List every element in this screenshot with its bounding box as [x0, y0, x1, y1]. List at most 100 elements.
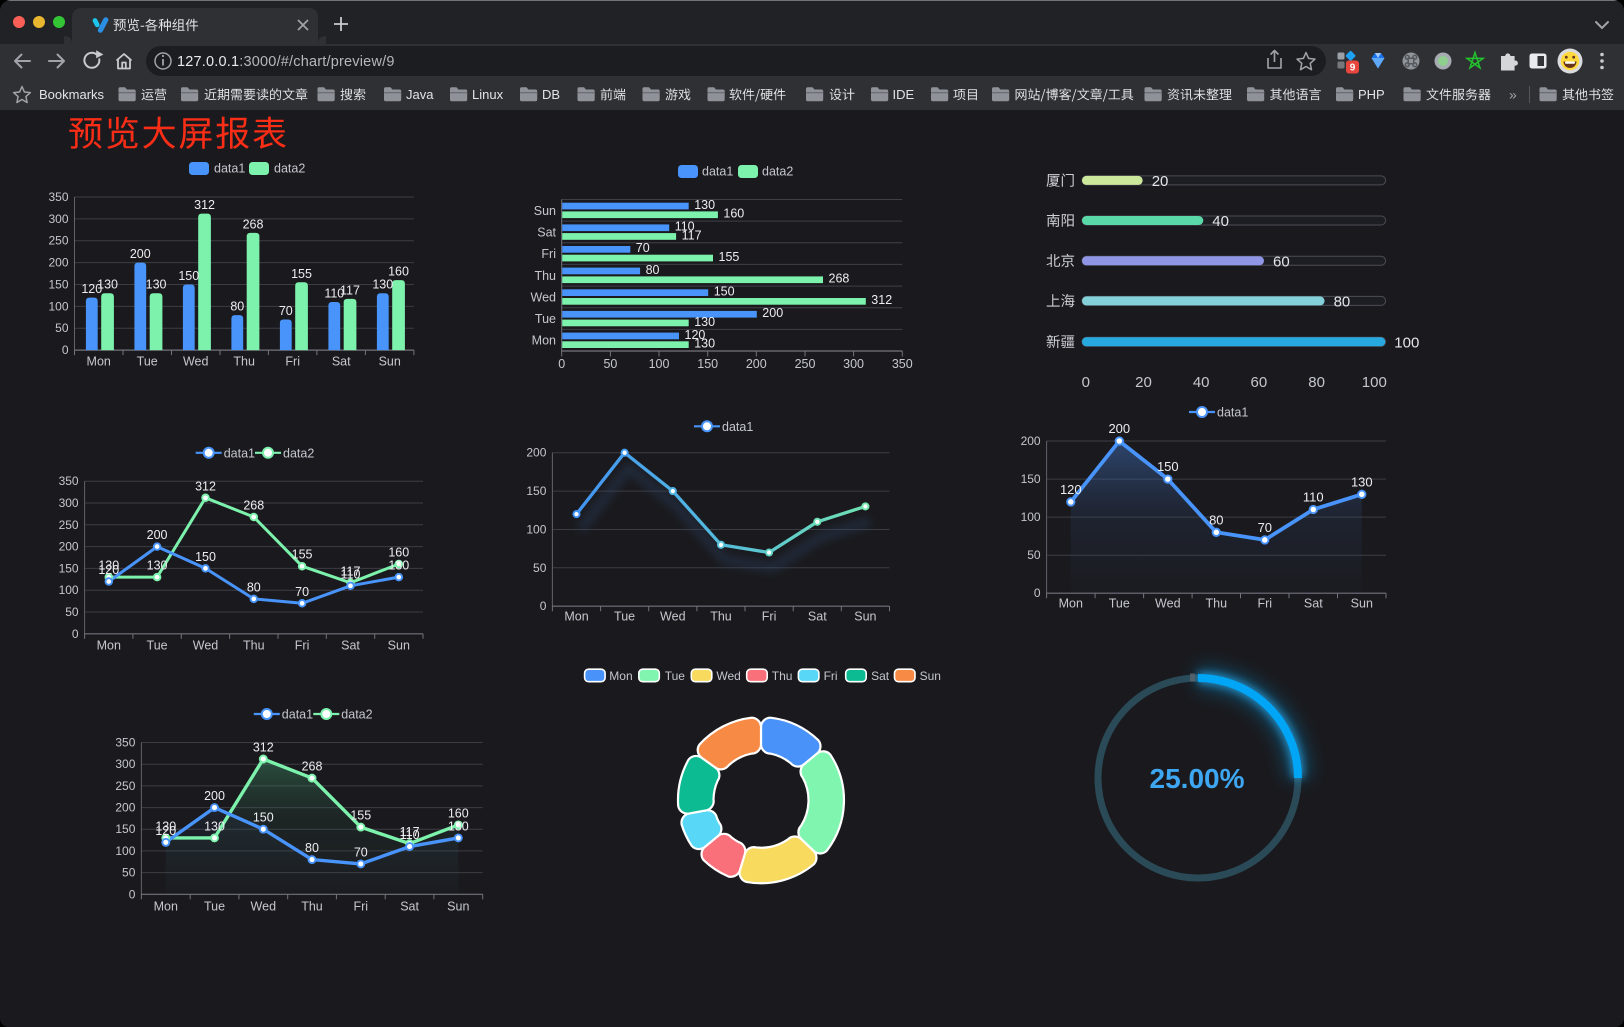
svg-text:60: 60 — [1273, 253, 1290, 270]
svg-text:Tue: Tue — [137, 355, 158, 369]
svg-text:130: 130 — [1351, 474, 1373, 489]
svg-text:80: 80 — [1334, 293, 1351, 310]
svg-text:155: 155 — [292, 548, 313, 562]
svg-text:0: 0 — [62, 343, 69, 357]
svg-text:150: 150 — [1021, 472, 1041, 486]
svg-text:268: 268 — [829, 272, 850, 286]
svg-text:50: 50 — [55, 321, 69, 335]
svg-text:0: 0 — [1082, 374, 1090, 391]
svg-text:Mon: Mon — [564, 610, 588, 624]
svg-text:300: 300 — [115, 757, 135, 771]
svg-text:200: 200 — [130, 247, 151, 261]
svg-text:Thu: Thu — [1206, 597, 1228, 611]
svg-text:80: 80 — [1308, 374, 1325, 391]
svg-text:150: 150 — [59, 561, 79, 575]
svg-text:Fri: Fri — [762, 610, 777, 624]
svg-text:155: 155 — [350, 809, 371, 823]
svg-text:IDE: IDE — [893, 87, 915, 102]
svg-text:300: 300 — [59, 496, 79, 510]
svg-text:70: 70 — [354, 845, 368, 859]
svg-text:Sun: Sun — [534, 204, 556, 218]
svg-text:60: 60 — [1251, 374, 1268, 391]
svg-text:130: 130 — [147, 559, 168, 573]
svg-text:Sat: Sat — [400, 900, 419, 914]
svg-text:data2: data2 — [283, 446, 314, 460]
svg-text:80: 80 — [305, 841, 319, 855]
svg-text:data1: data1 — [214, 162, 245, 176]
svg-text:160: 160 — [448, 806, 469, 820]
svg-text:117: 117 — [400, 825, 420, 839]
svg-text:Sat: Sat — [1304, 597, 1323, 611]
svg-text:130: 130 — [448, 819, 469, 833]
svg-text:Tue: Tue — [535, 312, 556, 326]
svg-text:350: 350 — [48, 190, 68, 204]
svg-text:110: 110 — [675, 220, 695, 234]
svg-text:20: 20 — [1135, 374, 1152, 391]
svg-text:80: 80 — [247, 580, 261, 594]
svg-text:Thu: Thu — [534, 269, 556, 283]
svg-text:Wed: Wed — [716, 669, 740, 683]
svg-text:155: 155 — [719, 250, 740, 264]
svg-text:80: 80 — [230, 300, 244, 314]
svg-text:Wed: Wed — [531, 290, 557, 304]
svg-text:Linux: Linux — [472, 87, 504, 102]
svg-text:250: 250 — [115, 779, 135, 793]
svg-text:70: 70 — [279, 304, 293, 318]
svg-text:312: 312 — [194, 198, 215, 212]
svg-text:117: 117 — [682, 228, 702, 242]
svg-text:300: 300 — [843, 357, 864, 371]
svg-text:200: 200 — [1108, 421, 1130, 436]
svg-text:data1: data1 — [722, 420, 753, 434]
svg-text:110: 110 — [341, 567, 361, 581]
svg-text:250: 250 — [59, 518, 79, 532]
svg-text:300: 300 — [48, 212, 68, 226]
svg-text:160: 160 — [723, 207, 744, 221]
svg-text:Sat: Sat — [871, 669, 890, 683]
svg-text:70: 70 — [1258, 520, 1272, 535]
svg-text:155: 155 — [291, 267, 312, 281]
svg-text:130: 130 — [694, 337, 715, 351]
svg-text:Wed: Wed — [193, 639, 219, 653]
svg-text:100: 100 — [1394, 334, 1419, 351]
svg-text:data2: data2 — [341, 708, 372, 722]
svg-text:Fri: Fri — [354, 900, 369, 914]
svg-text:DB: DB — [542, 87, 560, 102]
svg-text:268: 268 — [243, 217, 264, 231]
svg-text:Thu: Thu — [243, 639, 265, 653]
svg-text:110: 110 — [400, 828, 420, 842]
svg-text:130: 130 — [388, 559, 409, 573]
svg-text:70: 70 — [636, 241, 650, 255]
svg-text:100: 100 — [1021, 510, 1041, 524]
svg-text:Wed: Wed — [251, 900, 277, 914]
svg-text:data2: data2 — [274, 162, 305, 176]
svg-text:Sat: Sat — [332, 355, 351, 369]
svg-text:50: 50 — [603, 357, 617, 371]
svg-text:160: 160 — [388, 265, 409, 279]
svg-text:Mon: Mon — [532, 334, 556, 348]
svg-text:312: 312 — [195, 479, 216, 493]
svg-text:200: 200 — [762, 306, 783, 320]
svg-text:150: 150 — [714, 285, 735, 299]
svg-text:100: 100 — [48, 299, 68, 313]
svg-text:Sat: Sat — [808, 610, 827, 624]
svg-text:Thu: Thu — [710, 610, 732, 624]
svg-text:Thu: Thu — [301, 900, 323, 914]
svg-text:150: 150 — [178, 269, 199, 283]
svg-text:50: 50 — [533, 561, 547, 575]
svg-text:130: 130 — [694, 315, 715, 329]
svg-text:200: 200 — [59, 540, 79, 554]
svg-text:40: 40 — [1212, 213, 1229, 230]
svg-text:0: 0 — [540, 599, 547, 613]
svg-text:0: 0 — [558, 357, 565, 371]
svg-text:130: 130 — [694, 198, 715, 212]
svg-text:Tue: Tue — [1109, 597, 1130, 611]
svg-text:Thu: Thu — [772, 669, 793, 683]
svg-text:110: 110 — [1303, 490, 1324, 505]
svg-text:100: 100 — [649, 357, 670, 371]
svg-text:data1: data1 — [282, 708, 313, 722]
svg-text:312: 312 — [253, 741, 274, 755]
svg-text:Sun: Sun — [447, 900, 469, 914]
svg-text:data2: data2 — [762, 165, 793, 179]
svg-text:Sun: Sun — [388, 639, 410, 653]
svg-text:350: 350 — [115, 736, 135, 750]
